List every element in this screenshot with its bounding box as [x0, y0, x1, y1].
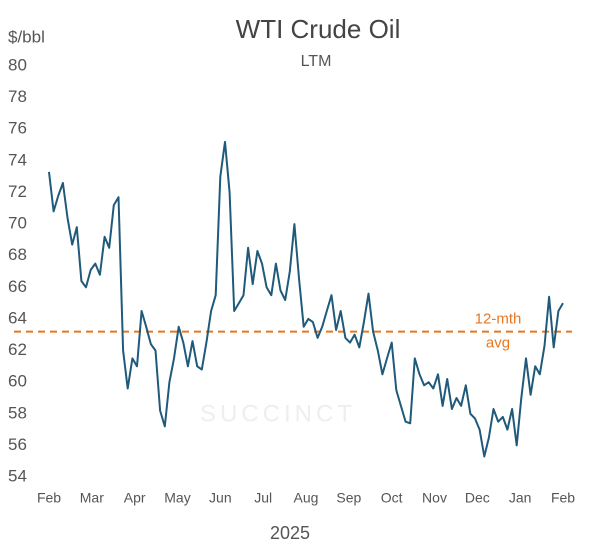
y-tick-label: 68 [8, 245, 27, 264]
y-tick-label: 74 [8, 150, 27, 169]
x-tick-label: Nov [422, 490, 447, 506]
y-tick-label: 66 [8, 277, 27, 296]
x-tick-label: Aug [294, 490, 319, 506]
x-tick-label: Oct [381, 490, 403, 506]
y-tick-label: 76 [8, 119, 27, 138]
y-tick-label: 80 [8, 55, 27, 74]
y-axis-label: $/bbl [8, 27, 45, 46]
y-tick-label: 70 [8, 214, 27, 233]
y-tick-label: 60 [8, 372, 27, 391]
y-tick-label: 58 [8, 403, 27, 422]
chart-subtitle: LTM [301, 53, 332, 70]
y-tick-label: 72 [8, 182, 27, 201]
y-tick-label: 56 [8, 435, 27, 454]
y-tick-label: 78 [8, 87, 27, 106]
price-line [48, 140, 564, 458]
average-label: avg [486, 335, 510, 352]
chart-title: WTI Crude Oil [236, 14, 401, 44]
y-tick-label: 54 [8, 466, 27, 485]
x-tick-label: Jun [209, 490, 232, 506]
watermark: SUCCINCT [200, 400, 356, 427]
x-tick-label: Mar [80, 490, 104, 506]
x-tick-label: Jul [254, 490, 272, 506]
x-tick-label: Dec [465, 490, 490, 506]
x-tick-label: Apr [124, 490, 146, 506]
x-axis-label: 2025 [270, 523, 310, 543]
x-tick-label: Sep [336, 490, 361, 506]
x-tick-label: Jan [509, 490, 532, 506]
x-tick-label: Feb [37, 490, 61, 506]
average-label: 12-mth [475, 311, 522, 328]
x-tick-label: Feb [551, 490, 575, 506]
x-tick-label: May [164, 490, 190, 506]
y-tick-label: 64 [8, 308, 27, 327]
y-tick-label: 62 [8, 340, 27, 359]
